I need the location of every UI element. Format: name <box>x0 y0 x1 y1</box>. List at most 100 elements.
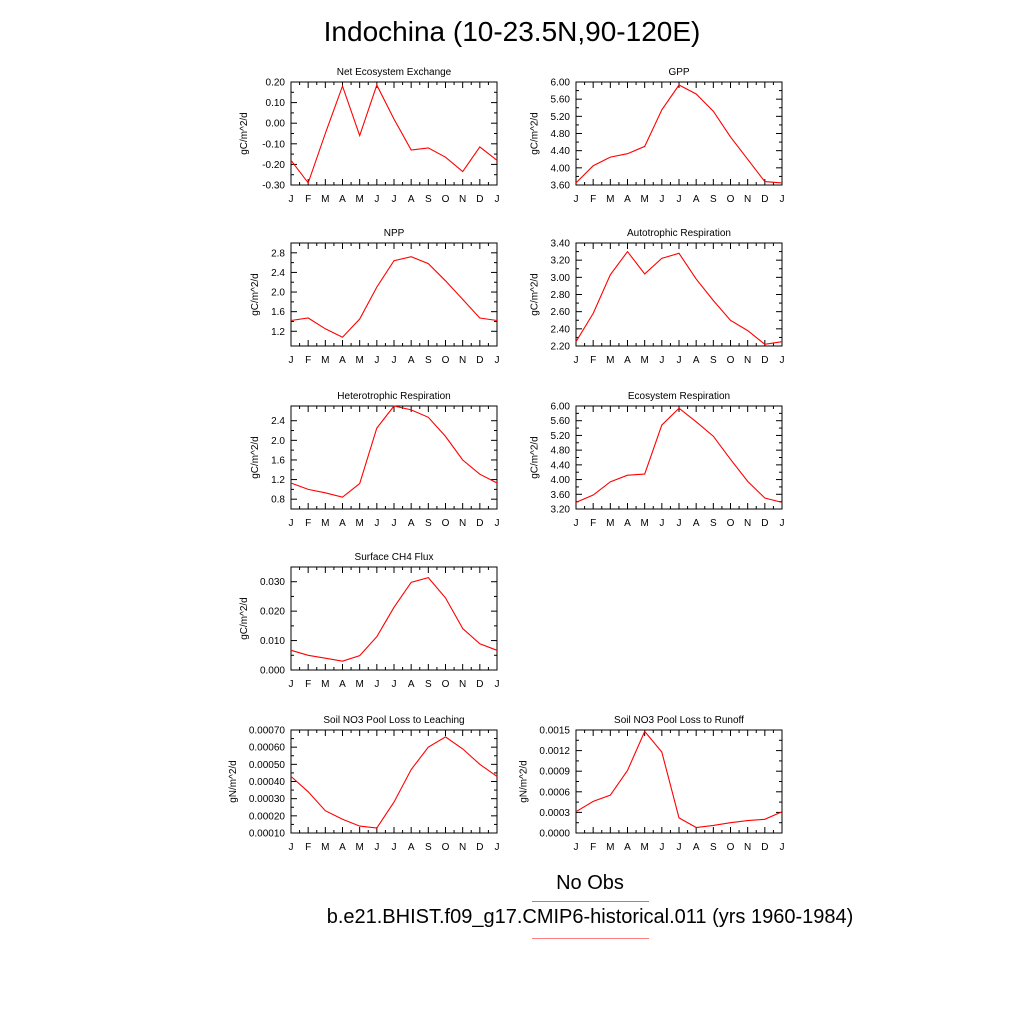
x-tick-label: M <box>355 194 363 205</box>
chart-title-nee: Net Ecosystem Exchange <box>337 67 452 78</box>
y-tick-label: 1.6 <box>271 307 285 318</box>
y-tick-label: 3.60 <box>551 181 571 192</box>
x-tick-label: O <box>727 194 735 205</box>
x-tick-label: S <box>425 518 432 529</box>
legend-model-line <box>532 938 649 939</box>
chart-frame-ch4 <box>290 566 498 671</box>
x-tick-label: A <box>408 679 415 690</box>
x-tick-label: A <box>339 194 346 205</box>
x-tick-label: M <box>640 518 648 529</box>
legend-obs-label: No Obs <box>556 872 624 894</box>
series-line-nee <box>290 83 498 185</box>
x-tick-label: N <box>459 355 466 366</box>
x-tick-label: J <box>495 518 500 529</box>
x-tick-label: M <box>606 842 614 853</box>
chart-frame-npp <box>290 242 498 347</box>
y-tick-label: 0.0000 <box>539 829 570 840</box>
x-tick-label: N <box>744 518 751 529</box>
x-tick-label: J <box>289 518 294 529</box>
y-tick-label: 4.00 <box>551 475 571 486</box>
series-line-er <box>575 407 783 503</box>
x-tick-label: J <box>659 842 664 853</box>
x-tick-label: S <box>425 194 432 205</box>
x-tick-label: J <box>374 355 379 366</box>
chart-frame-hr <box>290 405 498 510</box>
y-tick-label: 0.0015 <box>539 726 570 737</box>
x-tick-label: O <box>727 355 735 366</box>
x-tick-label: J <box>574 518 579 529</box>
x-tick-label: M <box>640 355 648 366</box>
chart-frame-leach <box>290 729 498 834</box>
x-tick-label: J <box>289 679 294 690</box>
x-tick-label: M <box>640 194 648 205</box>
x-tick-label: M <box>355 679 363 690</box>
x-tick-label: D <box>761 842 768 853</box>
x-tick-label: J <box>289 355 294 366</box>
x-tick-label: A <box>693 518 700 529</box>
x-tick-label: J <box>659 518 664 529</box>
x-tick-label: S <box>425 355 432 366</box>
y-tick-label: 2.40 <box>551 324 571 335</box>
x-tick-label: F <box>305 355 311 366</box>
y-tick-label: 4.00 <box>551 163 571 174</box>
y-tick-label: 0.20 <box>266 78 286 89</box>
y-axis-label-gpp: gC/m^2/d <box>530 112 541 155</box>
x-tick-label: O <box>727 518 735 529</box>
y-tick-label: 4.40 <box>551 146 571 157</box>
x-tick-label: J <box>495 194 500 205</box>
x-tick-label: M <box>321 518 329 529</box>
x-tick-label: J <box>780 194 785 205</box>
x-tick-label: M <box>355 518 363 529</box>
y-tick-label: -0.10 <box>262 139 285 150</box>
y-tick-label: 4.80 <box>551 129 571 140</box>
x-tick-label: N <box>744 842 751 853</box>
y-tick-label: 0.0009 <box>539 767 570 778</box>
y-tick-label: 2.0 <box>271 288 285 299</box>
x-tick-label: D <box>476 194 483 205</box>
y-tick-label: 3.20 <box>551 256 571 267</box>
x-tick-label: D <box>476 679 483 690</box>
y-tick-label: 5.20 <box>551 431 571 442</box>
x-tick-label: J <box>659 355 664 366</box>
x-tick-label: J <box>289 194 294 205</box>
y-tick-label: 1.6 <box>271 455 285 466</box>
y-tick-label: 0.00040 <box>249 777 286 788</box>
y-tick-label: 0.00 <box>266 119 286 130</box>
x-tick-label: F <box>305 679 311 690</box>
x-tick-label: O <box>442 194 450 205</box>
x-tick-label: J <box>677 518 682 529</box>
y-tick-label: -0.30 <box>262 181 285 192</box>
x-tick-label: O <box>442 518 450 529</box>
y-tick-label: 4.40 <box>551 460 571 471</box>
x-tick-label: A <box>693 194 700 205</box>
x-tick-label: M <box>321 355 329 366</box>
y-axis-label-npp: gC/m^2/d <box>250 273 261 316</box>
x-tick-label: J <box>374 518 379 529</box>
x-tick-label: A <box>339 518 346 529</box>
y-tick-label: 0.0012 <box>539 746 570 757</box>
x-tick-label: S <box>710 355 717 366</box>
y-tick-label: 2.0 <box>271 436 285 447</box>
y-tick-label: 3.00 <box>551 273 571 284</box>
series-line-ch4 <box>290 576 498 662</box>
chart-title-leach: Soil NO3 Pool Loss to Leaching <box>323 715 464 726</box>
x-tick-label: O <box>442 679 450 690</box>
x-tick-label: N <box>459 679 466 690</box>
chart-frame-gpp <box>575 81 783 186</box>
x-tick-label: D <box>761 518 768 529</box>
x-tick-label: F <box>590 842 596 853</box>
x-tick-label: J <box>677 842 682 853</box>
x-tick-label: J <box>677 355 682 366</box>
x-tick-label: A <box>624 355 631 366</box>
x-tick-label: N <box>744 194 751 205</box>
chart-title-ar: Autotrophic Respiration <box>627 228 731 239</box>
x-tick-label: A <box>339 355 346 366</box>
y-axis-label-leach: gN/m^2/d <box>228 760 239 803</box>
x-tick-label: M <box>355 355 363 366</box>
y-tick-label: 6.00 <box>551 402 571 413</box>
